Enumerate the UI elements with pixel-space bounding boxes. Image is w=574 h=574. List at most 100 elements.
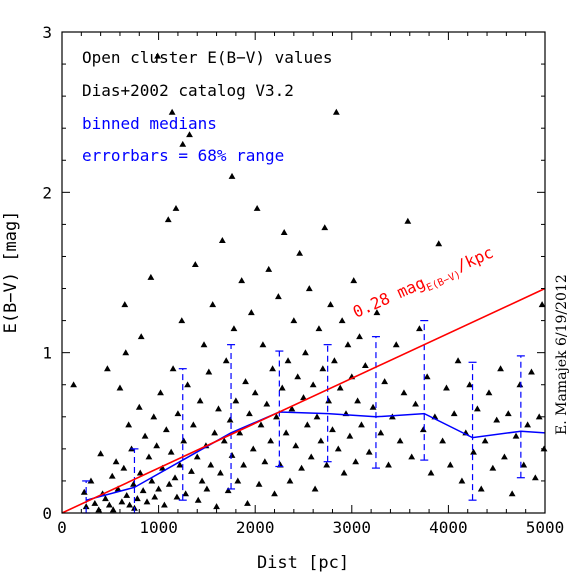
- data-point: [209, 301, 217, 308]
- data-point: [261, 458, 269, 465]
- plot-frame: [61, 31, 546, 514]
- data-point: [319, 365, 327, 372]
- data-point: [176, 461, 184, 468]
- data-point: [121, 301, 129, 308]
- data-point: [274, 293, 282, 300]
- data-point: [240, 461, 248, 468]
- data-point: [120, 464, 128, 471]
- data-point: [213, 503, 220, 510]
- data-point: [141, 432, 149, 439]
- data-point: [327, 301, 334, 308]
- data-point: [354, 397, 361, 404]
- data-point: [373, 309, 381, 316]
- data-point: [520, 461, 528, 468]
- data-point: [105, 501, 113, 508]
- data-point: [137, 333, 145, 340]
- data-point: [116, 384, 124, 391]
- data-point: [412, 400, 419, 407]
- data-point: [174, 410, 182, 417]
- data-point: [234, 477, 242, 484]
- data-point: [350, 277, 358, 284]
- credit-label: E. Mamajek 6/19/2012: [554, 274, 570, 435]
- median-line: [85, 411, 546, 501]
- data-point: [160, 501, 168, 508]
- data-point: [470, 448, 477, 455]
- data-point: [203, 485, 211, 492]
- x-tick-label: 2000: [236, 518, 275, 537]
- data-point: [150, 413, 158, 420]
- data-point: [400, 389, 408, 396]
- data-point: [145, 453, 153, 460]
- data-point: [238, 277, 246, 284]
- data-point: [194, 496, 202, 503]
- data-point: [232, 397, 240, 404]
- data-point: [217, 469, 224, 476]
- data-point: [292, 442, 300, 449]
- tick-labels: 0 1000 2000 3000 4000 5000 0 1 2 3: [42, 23, 564, 537]
- data-point: [340, 469, 348, 476]
- x-tick-label: 5000: [526, 518, 565, 537]
- data-point: [147, 273, 155, 280]
- data-points: [70, 52, 548, 513]
- data-point: [228, 172, 236, 179]
- data-point: [157, 389, 164, 396]
- data-point: [516, 381, 524, 388]
- data-point: [294, 373, 302, 380]
- data-point: [284, 357, 292, 364]
- data-point: [236, 429, 244, 436]
- data-point: [108, 472, 116, 479]
- data-point: [242, 378, 249, 385]
- data-point: [504, 410, 512, 417]
- data-point: [416, 325, 423, 332]
- data-point: [193, 453, 201, 460]
- data-point: [331, 357, 338, 364]
- data-point: [259, 341, 267, 348]
- data-point: [377, 429, 385, 436]
- data-point: [524, 421, 532, 428]
- data-point: [191, 261, 199, 268]
- data-point: [122, 349, 130, 356]
- data-point: [485, 389, 493, 396]
- data-point: [309, 381, 317, 388]
- data-point: [162, 426, 170, 433]
- data-point: [251, 389, 259, 396]
- data-point: [365, 448, 373, 455]
- data-point: [313, 413, 321, 420]
- data-point: [473, 405, 481, 412]
- data-point: [325, 397, 333, 404]
- data-point: [296, 249, 304, 256]
- data-point: [334, 445, 342, 452]
- x-tick-label: 0: [57, 518, 67, 537]
- data-point: [154, 52, 162, 59]
- data-point: [435, 240, 443, 247]
- data-point: [118, 498, 126, 505]
- data-point: [257, 421, 265, 428]
- data-point: [159, 464, 166, 471]
- data-point: [253, 204, 261, 211]
- annotation-errorbars: errorbars = 68% range: [82, 146, 284, 165]
- data-point: [361, 362, 369, 369]
- data-point: [392, 341, 400, 348]
- data-point: [246, 410, 253, 417]
- data-point: [247, 309, 255, 316]
- data-point: [298, 464, 305, 471]
- data-point: [123, 491, 131, 498]
- data-point: [396, 437, 404, 444]
- annotation-catalog: Dias+2002 catalog V3.2: [82, 81, 294, 100]
- data-point: [182, 490, 190, 497]
- data-point: [300, 394, 307, 401]
- data-point: [172, 204, 180, 211]
- data-point: [311, 485, 319, 492]
- data-point: [188, 467, 195, 474]
- data-point: [148, 477, 156, 484]
- data-point: [228, 451, 236, 458]
- data-point: [222, 357, 230, 364]
- data-point: [130, 480, 137, 487]
- data-point: [369, 403, 377, 410]
- data-point: [443, 384, 450, 391]
- data-point: [196, 397, 204, 404]
- data-point: [178, 317, 186, 324]
- y-tick-label: 3: [42, 23, 52, 42]
- data-point: [303, 421, 311, 428]
